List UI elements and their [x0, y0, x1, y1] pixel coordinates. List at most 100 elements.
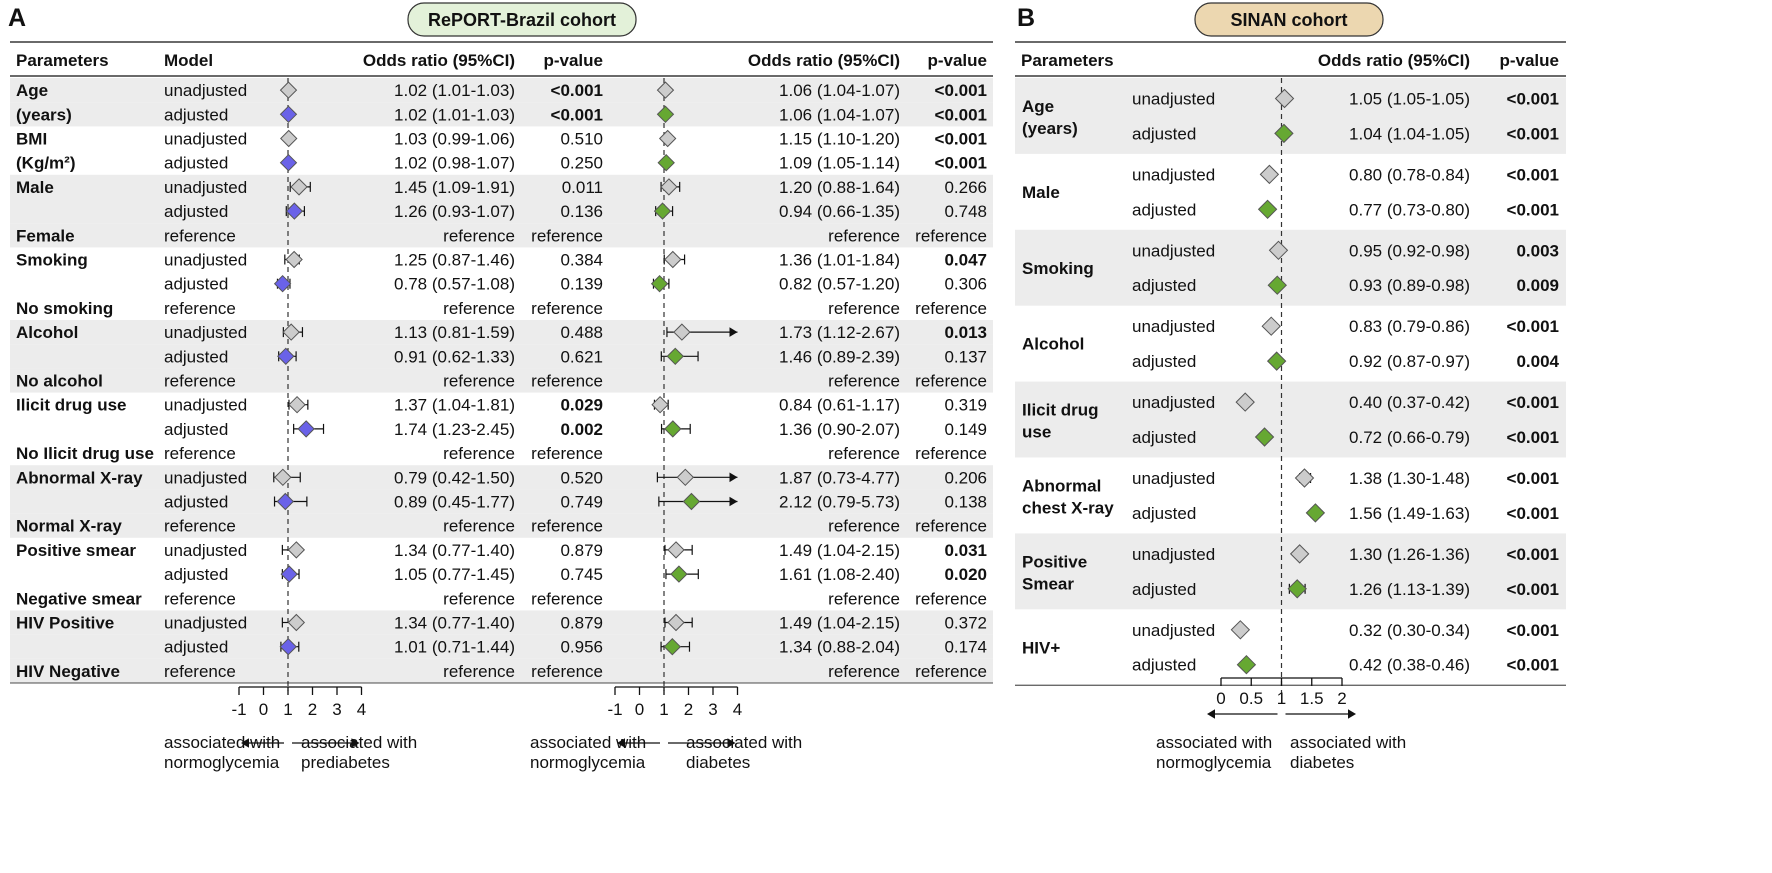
or-value-prediabetes: 0.78 (0.57-1.08) [394, 275, 515, 294]
p-value-prediabetes: reference [531, 444, 603, 463]
p-value-sinan: 0.003 [1516, 241, 1559, 260]
diabetes-tick-label: 3 [708, 700, 717, 719]
or-value-diabetes: 1.09 (1.05-1.14) [779, 154, 900, 173]
p-value-prediabetes: reference [531, 517, 603, 536]
model-label: reference [164, 517, 236, 536]
or-value-diabetes: 1.20 (0.88-1.64) [779, 178, 900, 197]
or-marker-prediabetes [276, 492, 295, 511]
or-marker-prediabetes [279, 105, 298, 124]
or-value-prediabetes: 1.37 (1.04-1.81) [394, 396, 515, 415]
prediabetes-left-arrowhead [241, 738, 249, 748]
or-marker-sinan [1305, 503, 1326, 523]
model-label: adjusted [164, 638, 228, 657]
row-shade-a [10, 368, 993, 393]
parameter-label-b: Smear [1022, 574, 1074, 593]
p-value-prediabetes: <0.001 [551, 81, 603, 100]
or-value-sinan: 0.72 (0.66-0.79) [1349, 428, 1470, 447]
model-label-b: adjusted [1132, 504, 1196, 523]
p-value-sinan: <0.001 [1507, 621, 1559, 640]
group-shade-b [1015, 229, 1566, 306]
or-value-diabetes: reference [828, 589, 900, 608]
header-p-diabetes: p-value [927, 51, 987, 70]
or-value-diabetes: 0.94 (0.66-1.35) [779, 202, 900, 221]
model-label-b: unadjusted [1132, 393, 1215, 412]
or-value-diabetes: 1.36 (1.01-1.84) [779, 251, 900, 270]
or-marker-prediabetes [285, 250, 303, 269]
or-value-diabetes: 1.15 (1.10-1.20) [779, 130, 900, 149]
or-value-prediabetes: 1.02 (1.01-1.03) [394, 105, 515, 124]
p-value-prediabetes: 0.745 [560, 565, 603, 584]
or-marker-prediabetes [274, 468, 292, 487]
p-value-prediabetes: 0.621 [560, 347, 603, 366]
sinan-right-label: diabetes [1290, 753, 1354, 772]
p-value-prediabetes: reference [531, 589, 603, 608]
p-value-diabetes: 0.372 [944, 614, 987, 633]
row-shade-a [10, 658, 993, 683]
or-value-prediabetes: 1.02 (0.98-1.07) [394, 154, 515, 173]
model-label: adjusted [164, 565, 228, 584]
model-label: adjusted [164, 202, 228, 221]
or-value-sinan: 1.30 (1.26-1.36) [1349, 545, 1470, 564]
ci-bar-diabetes-arrow [729, 472, 738, 483]
prediabetes-tick-label: 4 [357, 700, 366, 719]
group-shade-b [1015, 78, 1566, 154]
prediabetes-left-label: normoglycemia [164, 753, 280, 772]
model-label-b: adjusted [1132, 580, 1196, 599]
model-label: unadjusted [164, 178, 247, 197]
or-value-diabetes: reference [828, 299, 900, 318]
or-value-diabetes: 1.36 (0.90-2.07) [779, 420, 900, 439]
parameter-label: Negative smear [16, 589, 142, 608]
sinan-tick-label: 1.5 [1300, 689, 1324, 708]
or-value-prediabetes: 0.79 (0.42-1.50) [394, 468, 515, 487]
cohort-title-b: SINAN cohort [1231, 10, 1348, 30]
p-value-prediabetes: 0.488 [560, 323, 603, 342]
p-value-prediabetes: 0.002 [560, 420, 603, 439]
or-value-sinan: 0.77 (0.73-0.80) [1349, 200, 1470, 219]
sinan-tick-label: 2 [1337, 689, 1346, 708]
parameter-label: HIV Negative [16, 662, 120, 681]
or-value-diabetes: 2.12 (0.79-5.73) [779, 493, 900, 512]
p-value-sinan: <0.001 [1507, 428, 1559, 447]
model-label-b: unadjusted [1132, 89, 1215, 108]
sinan-tick-label: 0 [1216, 689, 1225, 708]
parameter-label: HIV Positive [16, 614, 114, 633]
model-label: unadjusted [164, 130, 247, 149]
header-or-diabetes: Odds ratio (95%CI) [748, 51, 900, 70]
prediabetes-right-label: associated with [301, 733, 417, 752]
parameter-label-b: Smoking [1022, 259, 1094, 278]
or-value-sinan: 0.40 (0.37-0.42) [1349, 393, 1470, 412]
p-value-sinan: 0.004 [1516, 352, 1559, 371]
row-shade-a [10, 344, 993, 369]
prediabetes-tick-label: 0 [259, 700, 268, 719]
model-label-b: unadjusted [1132, 545, 1215, 564]
p-value-diabetes: reference [915, 517, 987, 536]
panel-letter-b: B [1017, 4, 1035, 32]
or-value-sinan: 0.32 (0.30-0.34) [1349, 621, 1470, 640]
or-marker-diabetes [656, 105, 675, 124]
model-label-b: unadjusted [1132, 241, 1215, 260]
or-marker-sinan [1289, 544, 1310, 564]
or-value-prediabetes: reference [443, 372, 515, 391]
or-value-diabetes: reference [828, 662, 900, 681]
sinan-tick-label: 1 [1277, 689, 1286, 708]
row-shade-a [10, 489, 993, 514]
p-value-diabetes: 0.149 [944, 420, 987, 439]
p-value-sinan: <0.001 [1507, 89, 1559, 108]
model-label: reference [164, 226, 236, 245]
or-marker-sinan [1266, 351, 1287, 371]
model-label-b: adjusted [1132, 656, 1196, 675]
p-value-diabetes: reference [915, 589, 987, 608]
parameter-label: Male [16, 178, 54, 197]
or-value-prediabetes: 1.01 (0.71-1.44) [394, 638, 515, 657]
model-label: adjusted [164, 347, 228, 366]
or-marker-sinan [1261, 316, 1281, 336]
or-marker-sinan [1254, 427, 1275, 447]
parameter-label: Normal X-ray [16, 517, 122, 536]
or-marker-diabetes [682, 492, 701, 511]
model-label: reference [164, 299, 236, 318]
or-value-prediabetes: reference [443, 662, 515, 681]
parameter-label: BMI [16, 130, 47, 149]
parameter-label: No alcohol [16, 372, 103, 391]
or-value-prediabetes: 1.26 (0.93-1.07) [394, 202, 515, 221]
